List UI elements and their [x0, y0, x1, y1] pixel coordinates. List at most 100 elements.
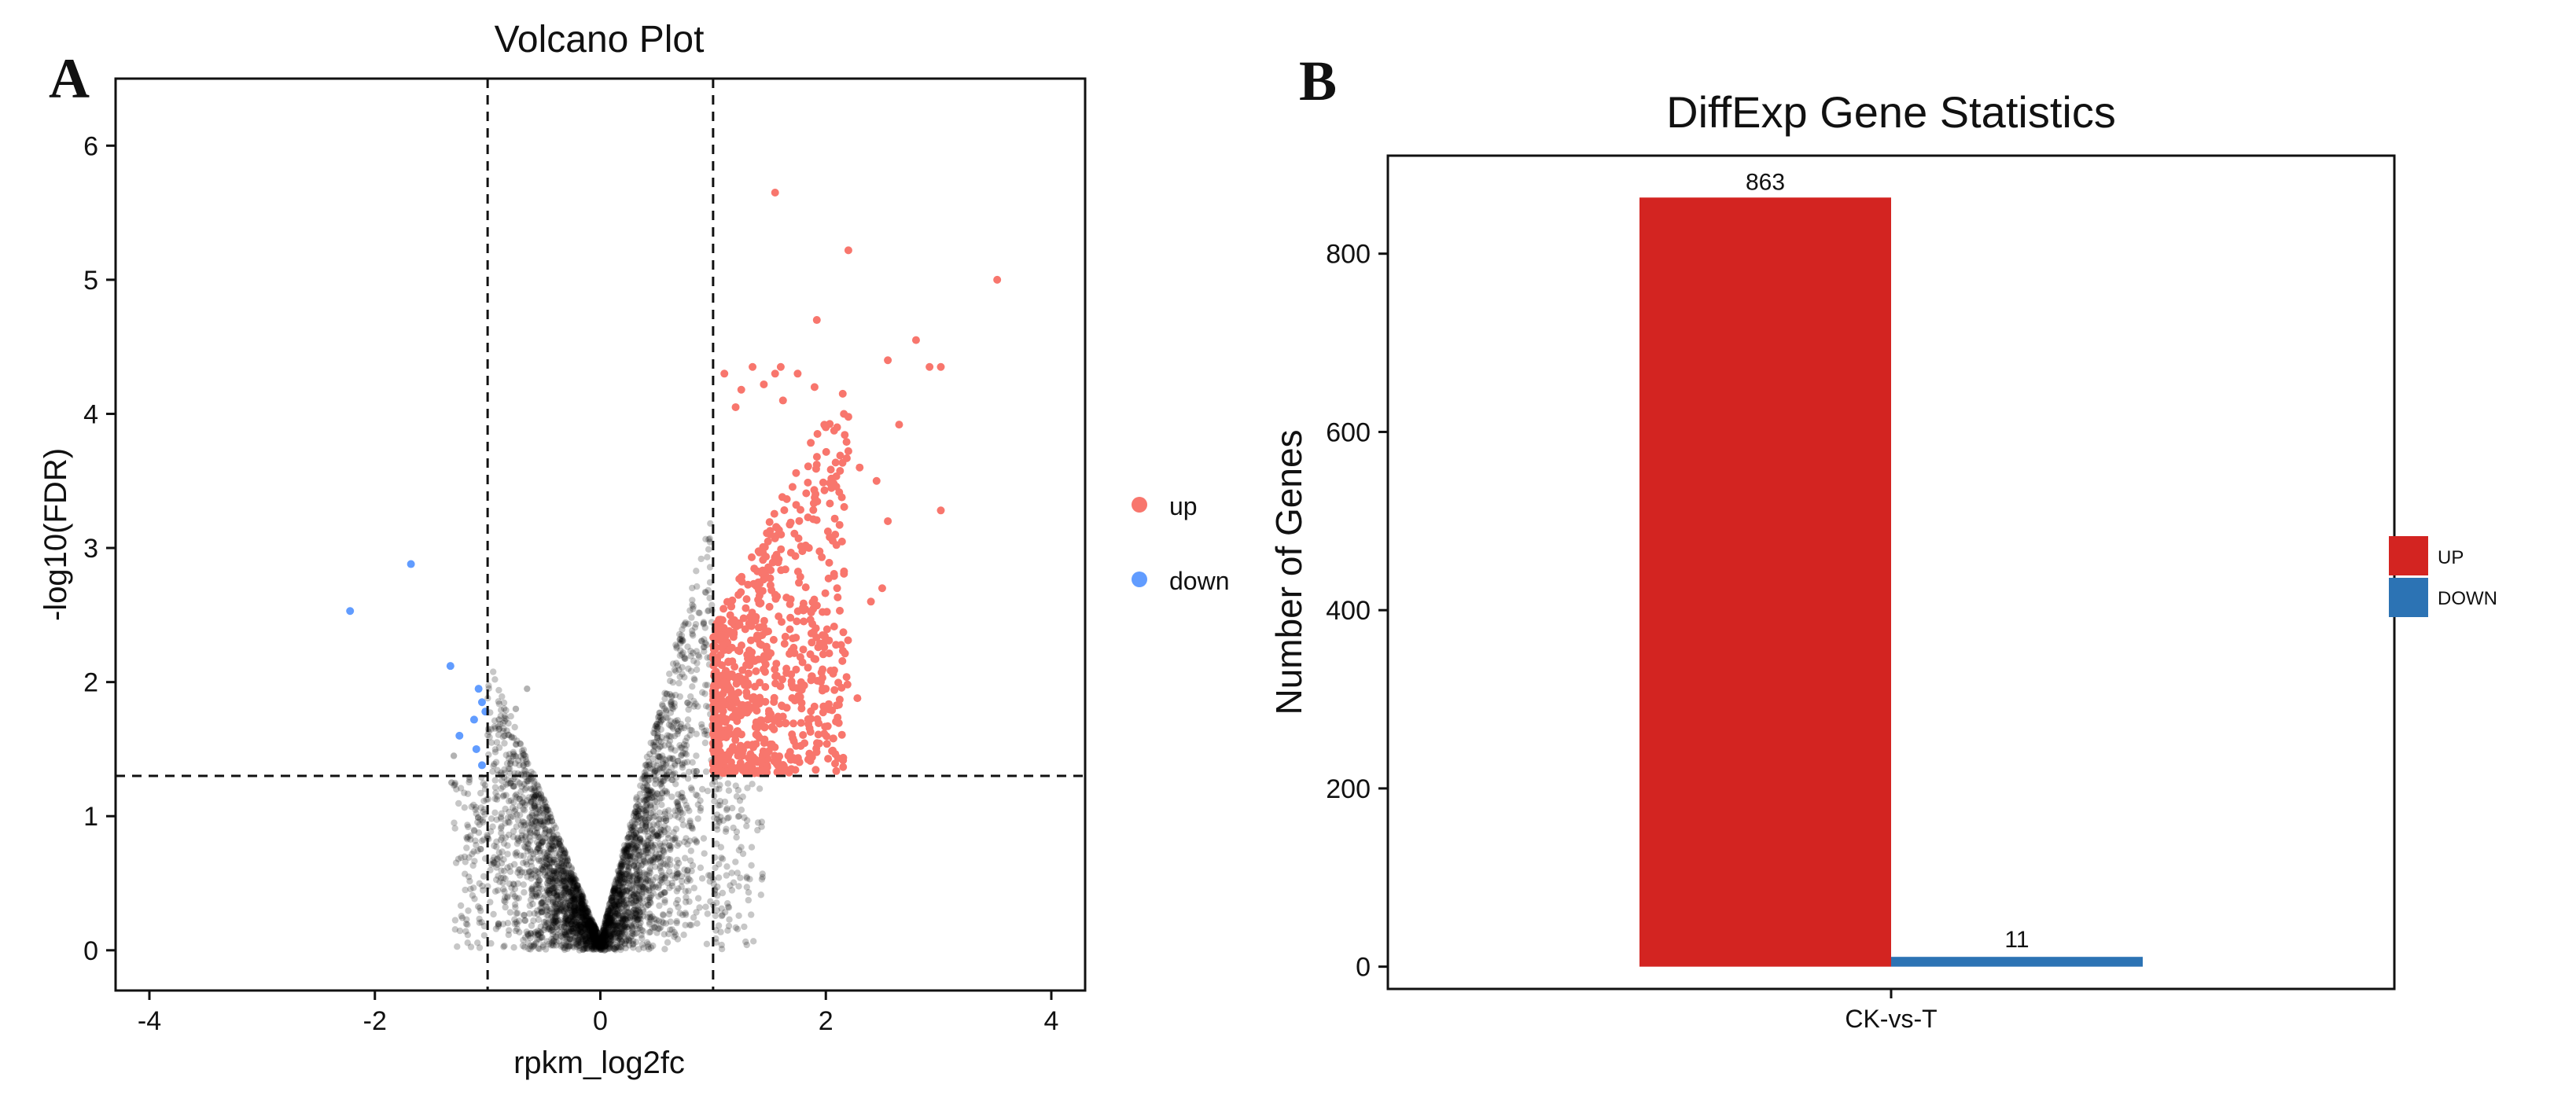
- point-ns: [624, 842, 631, 849]
- point-ns: [591, 930, 598, 937]
- point-ns: [743, 873, 750, 880]
- point-ns: [645, 901, 652, 909]
- point-ns: [551, 903, 558, 910]
- point-ns: [500, 705, 508, 712]
- point-ns: [611, 885, 619, 892]
- point-ns: [565, 888, 572, 895]
- point-ns: [687, 652, 694, 660]
- point-ns: [681, 866, 688, 873]
- point-ns: [569, 930, 576, 937]
- point-ns: [572, 902, 579, 910]
- point-down: [455, 731, 464, 740]
- point-ns: [631, 913, 638, 920]
- point-down: [446, 662, 454, 671]
- point-up: [721, 751, 730, 759]
- point-ns: [675, 885, 682, 892]
- point-ns: [627, 921, 635, 928]
- point-ns: [617, 940, 624, 947]
- point-ns: [646, 762, 653, 769]
- point-ns: [603, 913, 610, 920]
- point-ns: [650, 883, 657, 890]
- point-ns: [686, 819, 694, 826]
- point-ns: [527, 829, 534, 836]
- point-ns: [563, 911, 570, 919]
- point-ns: [673, 645, 680, 652]
- point-ns: [711, 814, 718, 821]
- point-ns: [643, 847, 650, 855]
- point-ns: [556, 859, 563, 866]
- point-ns: [686, 807, 693, 814]
- point-ns: [617, 918, 625, 925]
- point-ns: [658, 790, 665, 797]
- point-ns: [550, 921, 557, 928]
- point-ns: [657, 776, 664, 783]
- point-ns: [545, 877, 552, 884]
- point-ns: [516, 917, 523, 924]
- point-ns: [591, 922, 598, 929]
- point-ns: [735, 883, 742, 890]
- point-up: [776, 362, 785, 371]
- point-ns: [661, 931, 668, 938]
- point-ns: [685, 665, 692, 672]
- point-ns: [477, 907, 484, 914]
- point-ns: [658, 872, 666, 879]
- x-tick-label: 4: [1044, 1006, 1059, 1036]
- point-ns: [450, 752, 458, 759]
- point-up: [804, 478, 812, 487]
- point-ns: [735, 912, 742, 920]
- point-ns: [674, 662, 682, 669]
- point-ns: [641, 797, 648, 805]
- point-ns: [501, 897, 508, 905]
- point-ns: [672, 812, 679, 819]
- point-ns: [646, 790, 653, 798]
- point-ns: [634, 875, 641, 882]
- point-ns: [647, 802, 654, 809]
- point-up: [993, 275, 1002, 284]
- point-ns: [611, 930, 619, 938]
- point-ns: [635, 946, 642, 953]
- point-ns: [598, 939, 605, 946]
- point-ns: [504, 814, 511, 821]
- point-ns: [652, 856, 660, 863]
- point-ns: [494, 855, 501, 862]
- point-ns: [598, 937, 605, 944]
- point-up: [782, 664, 791, 673]
- point-ns: [603, 918, 611, 926]
- point-ns: [644, 837, 652, 845]
- point-ns: [661, 897, 668, 904]
- point-up: [821, 589, 830, 597]
- point-ns: [667, 718, 675, 725]
- point-up: [937, 506, 945, 515]
- point-ns: [675, 728, 682, 735]
- point-up: [815, 719, 823, 727]
- point-ns: [715, 802, 722, 809]
- point-ns: [667, 678, 674, 685]
- point-ns: [502, 820, 509, 827]
- point-ns: [608, 897, 616, 904]
- point-up: [786, 600, 794, 608]
- point-ns: [678, 873, 685, 880]
- point-ns: [589, 943, 596, 950]
- point-ns: [624, 853, 631, 860]
- point-ns: [584, 907, 591, 914]
- point-up: [836, 467, 845, 475]
- point-up: [812, 516, 821, 524]
- point-ns: [686, 818, 694, 825]
- point-up: [807, 608, 815, 617]
- point-ns: [535, 931, 543, 939]
- point-ns: [602, 946, 609, 954]
- point-ns: [499, 693, 506, 700]
- point-ns: [655, 893, 662, 900]
- point-ns: [530, 942, 538, 949]
- point-ns: [608, 921, 615, 928]
- point-ns: [694, 583, 701, 590]
- point-ns: [666, 884, 673, 891]
- point-ns: [687, 648, 694, 655]
- point-ns: [613, 876, 620, 884]
- point-ns: [635, 895, 642, 902]
- point-ns: [667, 856, 674, 863]
- point-ns: [477, 904, 484, 912]
- point-up: [789, 719, 797, 728]
- point-ns: [555, 917, 562, 925]
- point-ns: [657, 726, 664, 733]
